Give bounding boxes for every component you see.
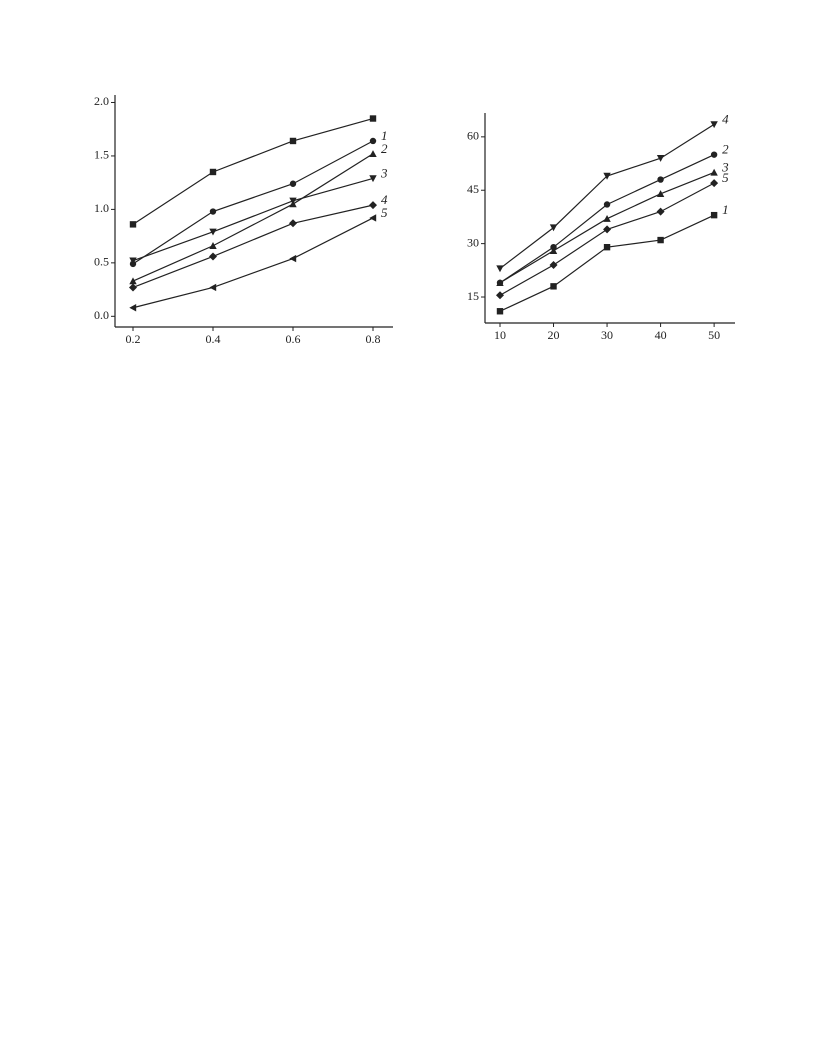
x-tick-label: 0.6 (286, 332, 301, 346)
y-tick-label: 2.0 (94, 94, 109, 108)
marker (603, 201, 611, 208)
marker (289, 137, 297, 145)
marker (496, 265, 504, 273)
series-label: 2 (381, 141, 388, 156)
series-line (132, 117, 374, 225)
y-tick-label: 30 (467, 235, 479, 249)
marker (129, 257, 137, 265)
y-tick-label: 60 (467, 129, 479, 143)
marker (209, 208, 217, 215)
series-label: 1 (381, 128, 388, 143)
marker (657, 236, 664, 244)
series-line (499, 182, 715, 296)
marker (289, 219, 297, 228)
marker (209, 283, 217, 292)
marker (209, 168, 217, 176)
marker (289, 254, 297, 263)
marker (129, 304, 137, 312)
marker (369, 150, 377, 158)
x-tick-label: 10 (494, 328, 506, 342)
x-tick-label: 0.2 (126, 332, 141, 346)
series-label: 4 (722, 111, 729, 126)
marker (209, 228, 217, 236)
marker (550, 283, 557, 290)
marker (710, 211, 718, 219)
marker (710, 168, 718, 176)
series-label: 4 (381, 192, 388, 207)
y-tick-label: 15 (467, 289, 479, 303)
marker (603, 172, 611, 180)
series-line (132, 153, 374, 282)
series-line (132, 217, 374, 309)
series-line (132, 140, 374, 265)
marker (209, 252, 217, 261)
marker (289, 197, 297, 205)
marker (289, 180, 297, 187)
marker (496, 279, 504, 286)
y-tick-label: 0.0 (94, 308, 109, 322)
x-tick-label: 50 (708, 328, 720, 342)
y-tick-label: 1.0 (94, 201, 109, 215)
marker (603, 243, 611, 251)
marker (656, 155, 665, 162)
x-tick-label: 40 (655, 328, 667, 342)
marker (549, 224, 558, 232)
marker (369, 137, 377, 145)
marker (369, 175, 377, 183)
series-label: 5 (722, 170, 729, 185)
marker (369, 115, 377, 122)
marker (369, 201, 377, 210)
marker (603, 225, 612, 234)
marker (603, 215, 611, 222)
x-tick-label: 0.8 (366, 332, 381, 346)
marker (129, 277, 137, 285)
series-label: 3 (721, 159, 729, 174)
series-label: 3 (380, 165, 388, 180)
series-line (132, 204, 374, 289)
series-line (132, 177, 374, 262)
marker (129, 221, 137, 228)
series-label: 1 (722, 202, 729, 217)
y-tick-label: 1.5 (94, 148, 109, 162)
marker (209, 242, 217, 249)
marker (549, 260, 558, 269)
marker (495, 291, 504, 300)
marker (549, 247, 558, 254)
marker (496, 308, 504, 315)
marker (656, 207, 665, 216)
x-tick-label: 30 (601, 328, 613, 342)
marker (710, 179, 719, 188)
marker (710, 121, 718, 129)
y-tick-label: 0.5 (94, 255, 109, 269)
marker (129, 283, 137, 292)
marker (656, 190, 665, 197)
marker (657, 176, 664, 183)
y-tick-label: 45 (467, 182, 479, 196)
series-label: 2 (722, 142, 729, 157)
x-tick-label: 20 (548, 328, 560, 342)
series-label: 5 (381, 205, 388, 220)
marker (710, 151, 718, 158)
x-tick-label: 0.4 (206, 332, 221, 346)
marker (369, 214, 377, 222)
